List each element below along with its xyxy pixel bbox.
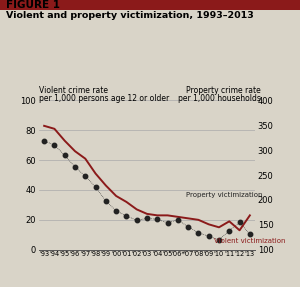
- Text: Violent crime rate: Violent crime rate: [39, 86, 108, 95]
- Text: Property crime rate: Property crime rate: [186, 86, 261, 95]
- Text: Violent victimization: Violent victimization: [214, 238, 285, 245]
- Text: FIGURE 1: FIGURE 1: [6, 0, 60, 10]
- Text: per 1,000 persons age 12 or older: per 1,000 persons age 12 or older: [39, 94, 169, 103]
- Text: Violent and property victimization, 1993–2013: Violent and property victimization, 1993…: [6, 11, 254, 20]
- Text: per 1,000 households: per 1,000 households: [178, 94, 261, 103]
- Text: Property victimization: Property victimization: [186, 192, 262, 198]
